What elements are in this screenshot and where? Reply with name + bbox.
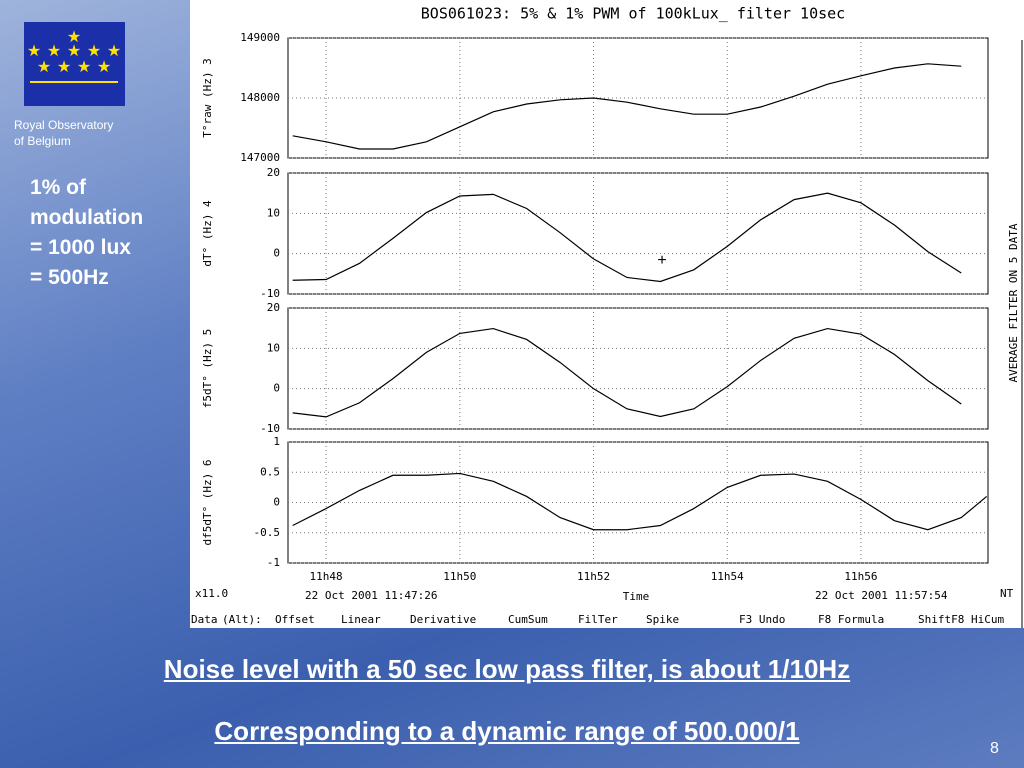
note: modulation	[30, 206, 144, 229]
y-tick-label: -10	[260, 287, 280, 300]
institute: of Belgium	[14, 134, 71, 148]
y-tick-label: -1	[267, 556, 280, 569]
data-line	[292, 327, 962, 418]
institute: Royal Observatory	[14, 118, 114, 132]
y-tick-label: 0.5	[260, 465, 280, 478]
page-number: 8	[990, 740, 999, 757]
x-tick-label: 11h54	[711, 570, 744, 583]
x-tick-label: 11h50	[443, 570, 476, 583]
svg-text:★: ★	[97, 59, 111, 76]
x-axis-label: Time	[623, 590, 650, 603]
y-axis-label: df5dT° (Hz) 6	[201, 459, 214, 545]
menu-item: CumSum	[508, 613, 548, 626]
menu-item: Spike	[646, 613, 679, 626]
flag-stars: ★ ★ ★ ★ ★ ★ ★ ★ ★ ★	[27, 29, 121, 76]
menu-item: Data	[191, 613, 218, 626]
y-tick-label: 20	[267, 166, 280, 179]
side-label: AVERAGE FILTER ON 5 DATA	[1007, 223, 1020, 382]
data-line	[292, 192, 962, 283]
menu-item: FilTer	[578, 613, 618, 626]
svg-text:★: ★	[47, 43, 61, 60]
y-tick-label: 147000	[240, 151, 280, 164]
y-tick-label: 0	[273, 382, 280, 395]
menu-item: ShiftF8 HiCum	[918, 613, 1004, 626]
headline: Noise level with a 50 sec low pass filte…	[163, 654, 851, 684]
headline: Corresponding to a dynamic range of 500.…	[214, 716, 800, 746]
x-tick-label: 11h52	[577, 570, 610, 583]
y-tick-label: 1	[273, 435, 280, 448]
end-time: 22 Oct 2001 11:57:54	[815, 589, 948, 602]
y-tick-label: -10	[260, 422, 280, 435]
y-axis-label: T°raw (Hz) 3	[201, 58, 214, 137]
data-line	[292, 63, 962, 150]
svg-text:★: ★	[27, 43, 41, 60]
y-tick-label: -0.5	[254, 526, 281, 539]
svg-text:★: ★	[77, 59, 91, 76]
plot-window	[190, 0, 1024, 628]
y-axis-label: dT° (Hz) 4	[201, 200, 214, 267]
menu-item: Offset	[275, 613, 315, 626]
y-tick-label: 10	[267, 206, 280, 219]
svg-text:★: ★	[107, 43, 121, 60]
note: 1% of	[30, 176, 87, 199]
svg-text:★: ★	[87, 43, 101, 60]
menu: Data (Alt): Offset Linear Derivative CumSum Fi…	[191, 613, 1004, 626]
x-tick-label: 11h48	[310, 570, 343, 583]
menu-item: (Alt):	[222, 613, 262, 626]
svg-text:★: ★	[67, 43, 81, 60]
y-tick-label: 0	[273, 247, 280, 260]
plot-frame	[287, 307, 989, 430]
y-axis-label: f5dT° (Hz) 5	[201, 329, 214, 408]
cursor: +	[657, 252, 666, 269]
menu-item: F3 Undo	[739, 613, 785, 626]
start-time: 22 Oct 2001 11:47:26	[305, 589, 437, 602]
y-tick-label: 10	[267, 341, 280, 354]
zoom: x11.0	[195, 587, 228, 600]
chart-title: BOS061023: 5% & 1% PWM of 100kLux_ filte…	[421, 5, 845, 23]
svg-text:★: ★	[67, 29, 81, 46]
y-tick-label: 0	[273, 496, 280, 509]
plot-frame	[287, 172, 989, 295]
menu-item: Linear	[341, 613, 381, 626]
svg-text:★: ★	[57, 59, 71, 76]
x-tick-label: 11h56	[844, 570, 877, 583]
y-tick-label: 149000	[240, 31, 280, 44]
y-tick-label: 148000	[240, 91, 280, 104]
menu-item: F8 Formula	[818, 613, 884, 626]
mode: NT	[1000, 587, 1014, 600]
eu-flag	[24, 22, 125, 106]
svg-text:★: ★	[37, 59, 51, 76]
note: = 1000 lux	[30, 236, 131, 259]
y-tick-label: 20	[267, 301, 280, 314]
menu-item: Derivative	[410, 613, 476, 626]
data-line	[292, 472, 988, 531]
note: = 500Hz	[30, 266, 109, 289]
